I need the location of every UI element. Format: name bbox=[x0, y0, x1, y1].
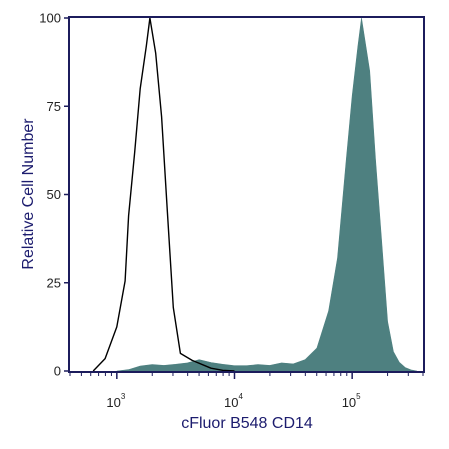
y-tick-label: 75 bbox=[47, 99, 61, 114]
x-tick-label: 105 bbox=[342, 392, 361, 410]
y-tick-label: 100 bbox=[39, 11, 61, 26]
y-tick-label: 25 bbox=[47, 275, 61, 290]
x-tick-label: 104 bbox=[224, 392, 243, 410]
y-tick-label: 0 bbox=[54, 364, 61, 379]
histogram-series-line-1 bbox=[92, 17, 235, 372]
x-axis-tick-labels: 103 104 105 bbox=[106, 392, 361, 410]
x-axis-title: cFluor B548 CD14 bbox=[181, 415, 313, 432]
plot-layer bbox=[92, 17, 417, 372]
plot-frame bbox=[68, 16, 425, 373]
y-tick-label: 50 bbox=[47, 187, 61, 202]
x-axis-tick-marks bbox=[69, 372, 424, 379]
histogram-series-filled-0 bbox=[116, 17, 417, 372]
y-axis-tick-labels: 0 25 50 75 100 bbox=[39, 11, 61, 379]
y-axis-title: Relative Cell Number bbox=[20, 118, 37, 270]
x-tick-label: 103 bbox=[106, 392, 125, 410]
